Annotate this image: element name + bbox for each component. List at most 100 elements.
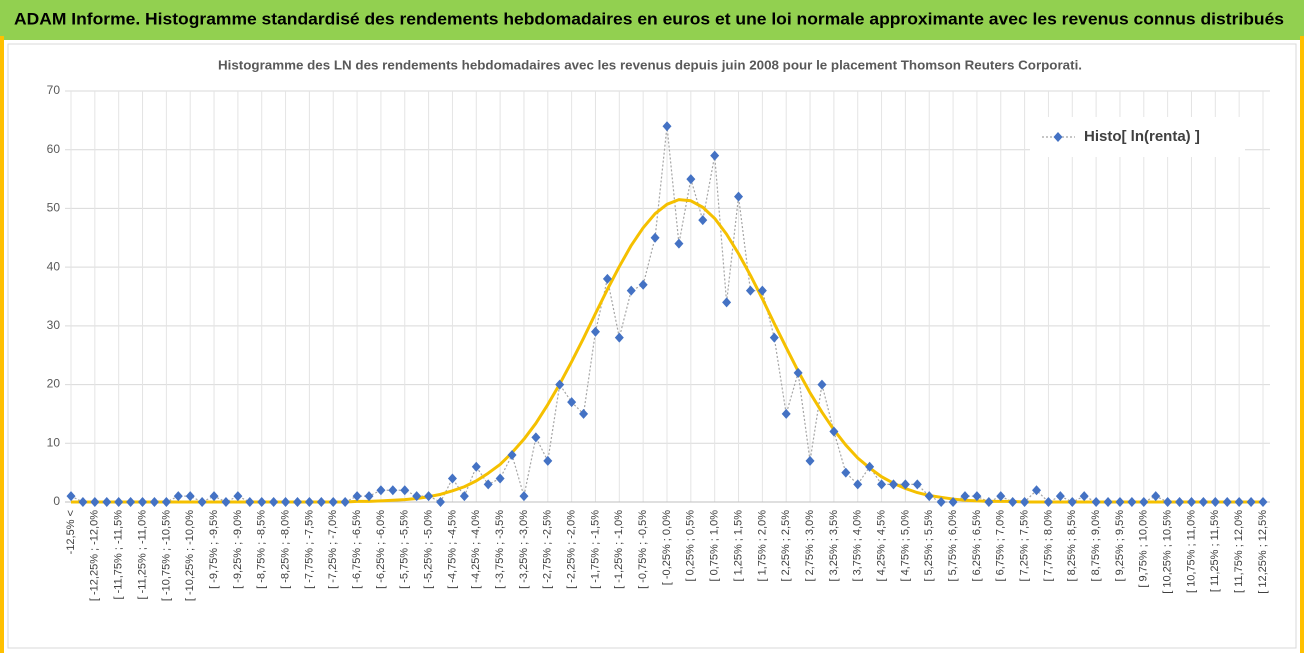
marker [102,497,112,507]
banner [0,0,1304,40]
marker [590,326,600,337]
marker [66,491,76,502]
marker [567,397,577,408]
y-tick-label: 60 [47,142,61,156]
x-tick-label: [ 6,25% ; 6,5% [971,510,983,582]
x-tick-label: [ -4,75% ; -4,5% [446,510,458,589]
x-tick-label: [ 11,25% ; 11,5% [1209,510,1221,592]
marker [185,491,195,502]
marker [281,497,291,507]
marker [126,497,136,507]
marker [1103,497,1113,507]
x-tick-label: [ 2,25% ; 2,5% [780,510,792,582]
marker [138,497,148,507]
marker [292,497,302,507]
x-tick-label: [ 0,25% ; 0,5% [685,510,697,582]
x-tick-label: [ -8,25% ; -8,0% [279,510,291,589]
marker [626,285,636,296]
marker [1163,497,1173,507]
marker [197,497,207,507]
marker [1198,497,1208,507]
y-tick-label: 20 [47,377,61,391]
marker [650,232,660,243]
marker [841,467,851,478]
x-tick-label: [ -11,75% ; -11,5% [113,510,125,600]
marker [436,497,446,507]
marker [78,497,88,507]
x-tick-label: [ -2,75% ; -2,5% [542,510,554,589]
x-tick-label: [ -11,25% ; -11,0% [136,510,148,600]
x-tick-label: [ -3,75% ; -3,5% [494,510,506,589]
marker [900,479,910,490]
marker [984,497,994,507]
marker [209,491,219,502]
marker [1139,497,1149,507]
x-tick-label: [ -0,25% ; 0,0% [661,510,673,585]
x-tick-label: [ 1,25% ; 1,5% [732,510,744,582]
x-tick-label: [ -1,25% ; -1,0% [613,510,625,589]
x-tick-label: [ 8,75% ; 9,0% [1090,510,1102,582]
x-tick-label: [ 1,75% ; 2,0% [756,510,768,582]
marker [674,238,684,249]
x-tick-label: [ 7,25% ; 7,5% [1019,510,1031,582]
marker [722,297,732,308]
marker [507,450,517,461]
x-tick-label: [ 8,25% ; 8,5% [1066,510,1078,582]
marker [245,497,255,507]
x-tick-label: [ 9,25% ; 9,5% [1114,510,1126,582]
x-tick-label: [ 0,75% ; 1,0% [709,510,721,582]
marker [161,497,171,507]
marker [90,497,100,507]
chart-title: Histogramme des LN des rendements hebdom… [218,57,1082,72]
marker [734,191,744,202]
y-tick-label: 0 [53,494,60,508]
marker [638,279,648,290]
x-tick-label: [ -7,75% ; -7,5% [303,510,315,589]
legend-box [1030,117,1245,157]
x-tick-label: [ -6,75% ; -6,5% [351,510,363,589]
x-tick-label: [ -9,25% ; -9,0% [232,510,244,589]
marker [1210,497,1220,507]
y-tick-label: 70 [47,83,61,97]
legend-label: Histo[ ln(renta) ] [1084,128,1200,145]
marker [1079,491,1089,502]
x-tick-label: [ 2,75% ; 3,0% [804,510,816,582]
x-tick-label: [ -1,75% ; -1,5% [589,510,601,589]
marker [781,408,791,419]
marker [1175,497,1185,507]
border-right [1300,36,1304,653]
marker [817,379,827,390]
x-tick-label: [ -3,25% ; -3,0% [518,510,530,589]
marker [531,432,541,443]
marker [352,491,362,502]
marker [972,491,982,502]
marker [304,497,314,507]
marker [924,491,934,502]
marker [400,485,410,496]
marker [340,497,350,507]
marker [853,479,863,490]
marker [614,332,624,343]
legend-marker [1053,132,1063,142]
border-left [0,36,4,653]
marker [173,491,183,502]
marker [233,491,243,502]
marker [447,473,457,484]
marker [698,215,708,226]
x-tick-label: [ 3,75% ; 4,0% [852,510,864,582]
x-tick-label: [ -5,75% ; -5,5% [399,510,411,589]
marker [1067,497,1077,507]
marker [495,473,505,484]
marker [888,479,898,490]
x-tick-label: [ -9,75% ; -9,5% [208,510,220,589]
marker [376,485,386,496]
chart-frame [7,43,1297,649]
y-tick-label: 30 [47,318,61,332]
marker [1246,497,1256,507]
marker [805,455,815,466]
marker [364,491,374,502]
marker [1222,497,1232,507]
marker [757,285,767,296]
